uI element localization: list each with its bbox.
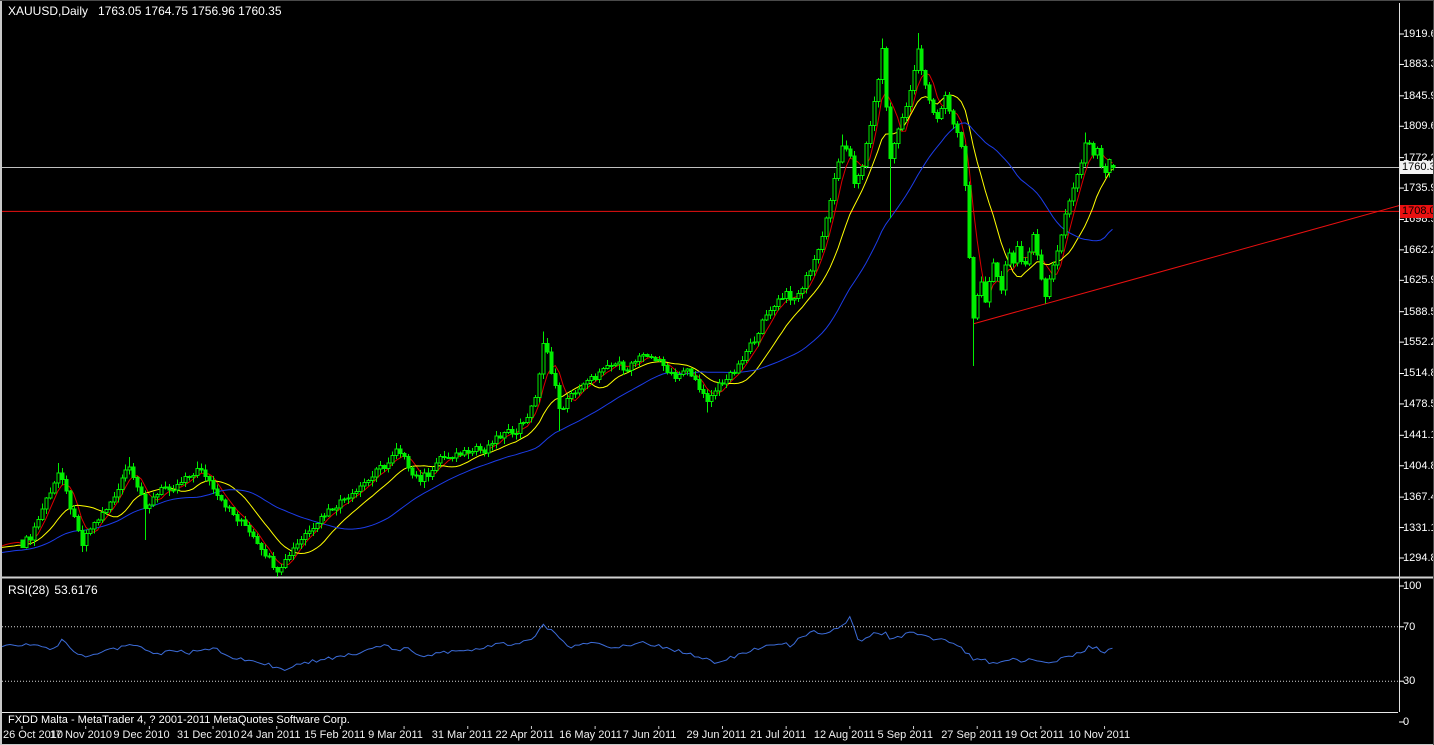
price-axis-tick-label[interactable]: 1478.50 [1403, 397, 1433, 410]
time-axis-date-label[interactable]: 19 Oct 2011 [1004, 729, 1064, 741]
time-axis-date-label[interactable]: 22 Apr 2011 [495, 729, 554, 741]
moving-average-fast [2, 72, 1113, 566]
time-axis-date-label[interactable]: 31 Dec 2010 [177, 729, 240, 741]
price-axis-tick-label[interactable]: 1735.90 [1403, 182, 1433, 195]
price-axis-tick-label[interactable]: 1441.10 [1403, 429, 1433, 442]
time-axis-date-label[interactable]: 16 May 2011 [559, 729, 622, 741]
price-axis-tick-label[interactable]: 1404.80 [1403, 459, 1433, 472]
candlesticks [20, 32, 1116, 577]
time-axis-date-label[interactable]: 27 Sep 2011 [941, 729, 1003, 741]
moving-average-mid [2, 94, 1113, 555]
time-axis-date-label[interactable]: 15 Feb 2011 [304, 729, 366, 741]
horizontal-line-price-label[interactable]: 1708.08 [1400, 204, 1433, 218]
chart-title: XAUUSD,Daily 1763.05 1764.75 1756.96 1760… [8, 5, 282, 18]
price-axis-tick-label[interactable]: 1367.40 [1403, 491, 1433, 504]
rsi-axis-tick-label[interactable]: 30 [1403, 675, 1416, 688]
rsi-axis-tick-label[interactable]: 100 [1403, 580, 1422, 592]
price-axis-tick-label[interactable]: 1772.20 [1403, 151, 1433, 164]
rsi-line [2, 615, 1113, 672]
time-axis-date-label[interactable]: 17 Nov 2010 [49, 729, 113, 741]
ascending-trendline[interactable] [973, 205, 1399, 325]
rsi-value: 53.6176 [54, 583, 98, 597]
time-axis-date-label[interactable]: 21 Jul 2011 [750, 729, 807, 741]
time-axis-date-label[interactable]: 12 Aug 2011 [813, 729, 875, 741]
moving-average-slow [2, 122, 1113, 554]
rsi-name: RSI(28) [8, 583, 50, 597]
price-axis-tick-label[interactable]: 1919.60 [1403, 28, 1433, 40]
time-axis-date-label[interactable]: 29 Jun 2011 [686, 729, 747, 741]
bid-price-label: 1760.35 [1400, 161, 1433, 175]
price-axis-tick-label[interactable]: 1809.60 [1403, 120, 1433, 133]
time-axis-date-label[interactable]: 31 Mar 2011 [431, 729, 493, 741]
price-axis-tick-label[interactable]: 1552.20 [1403, 336, 1433, 349]
rsi-axis-tick-label[interactable]: 0 [1403, 716, 1410, 728]
price-axis-tick-label[interactable]: 1845.90 [1403, 89, 1433, 102]
ohlc-values: 1763.05 1764.75 1756.96 1760.35 [98, 4, 282, 18]
time-axis-date-label[interactable]: 26 Oct 2010 [3, 729, 63, 741]
time-axis-date-label[interactable]: 5 Sep 2011 [877, 729, 933, 741]
price-axis-tick-label[interactable]: 1331.10 [1403, 521, 1433, 534]
price-axis-tick-label[interactable]: 1588.50 [1403, 305, 1433, 318]
time-axis-date-label[interactable]: 24 Jan 2011 [240, 729, 301, 741]
price-axis-tick-label[interactable]: 1625.90 [1403, 274, 1433, 287]
rsi-axis-tick-label[interactable]: 70 [1403, 620, 1416, 633]
price-axis-tick-label[interactable]: 1294.80 [1403, 552, 1433, 564]
time-axis-date-label[interactable]: 7 Jun 2011 [622, 729, 677, 741]
rsi-indicator-label: RSI(28) 53.6176 [8, 584, 98, 597]
time-axis-date-label[interactable]: 9 Mar 2011 [368, 729, 423, 741]
price-axis-tick-label[interactable]: 1883.30 [1403, 58, 1433, 71]
time-axis-date-label[interactable]: 9 Dec 2010 [113, 729, 170, 741]
window-left-edge [0, 1, 2, 745]
price-axis-tick-label[interactable]: 1514.80 [1403, 367, 1433, 380]
time-axis-date-label[interactable]: 10 Nov 2011 [1068, 729, 1131, 741]
copyright-text: FXDD Malta - MetaTrader 4, ? 2001-2011 M… [8, 714, 350, 726]
copyright-bar: FXDD Malta - MetaTrader 4, ? 2001-2011 M… [2, 712, 1398, 726]
symbol-timeframe-label: XAUUSD,Daily [8, 4, 89, 18]
price-axis-tick-label[interactable]: 1662.20 [1403, 243, 1433, 256]
